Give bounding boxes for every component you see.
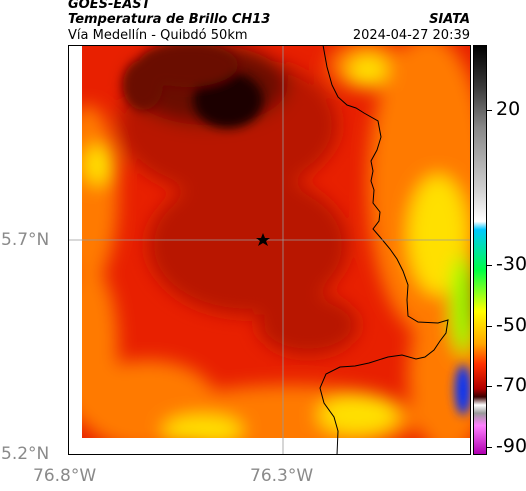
warm-region [318,395,398,435]
colorbar-tick [487,110,492,111]
star-marker [256,233,270,246]
cloud-region [193,72,263,128]
datetime-label: 2024-04-27 20:39 [352,28,470,43]
colorbar-tick [487,386,492,387]
warm-region [451,255,471,355]
cloud-region [258,295,358,355]
colorbar-label: 20 [496,98,521,120]
lon-tick-label: 76.8°W [33,466,97,486]
map-frame [68,45,471,455]
lat-tick-label: 5.2°N [1,444,50,464]
warm-region [83,145,113,185]
brightness-temperature-map [68,45,471,455]
colorbar-tick [487,265,492,266]
region-label: Vía Medellín - Quibdó 50km [68,28,248,43]
colorbar-label: -50 [496,314,526,336]
cloud-region [148,175,348,315]
colorbar-label: -30 [496,253,526,275]
colorbar-label: -90 [496,435,526,457]
colorbar [473,45,487,455]
warm-region [348,55,388,85]
cloud-region [123,60,163,110]
source-title: GOES-EAST [68,0,151,12]
colorbar-tick [487,447,492,448]
colorbar-label: -70 [496,374,526,396]
warm-region [163,415,243,438]
cloud-region [138,45,238,87]
lat-tick-label: 5.7°N [1,230,50,250]
agency-label: SIATA [429,12,470,27]
product-title: Temperatura de Brillo CH13 [68,12,271,27]
lon-tick-label: 76.3°W [250,466,314,486]
temperature-field [82,45,471,438]
cloud-region [455,365,471,415]
border-line [319,45,449,455]
colorbar-tick [487,326,492,327]
warm-region [408,175,468,295]
